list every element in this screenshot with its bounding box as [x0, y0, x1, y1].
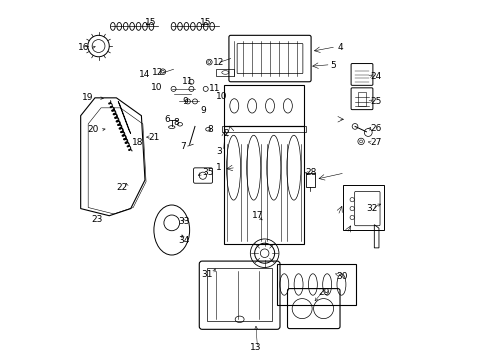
Text: 20: 20: [87, 126, 98, 135]
Text: 33: 33: [178, 217, 190, 226]
Text: 8: 8: [207, 126, 213, 135]
Text: 8: 8: [173, 118, 179, 127]
Text: 11: 11: [182, 77, 193, 86]
Text: 22: 22: [116, 183, 127, 192]
Text: 29: 29: [318, 288, 329, 297]
Text: 10: 10: [217, 91, 228, 100]
Text: 12: 12: [213, 58, 224, 67]
Text: 25: 25: [370, 97, 381, 106]
Bar: [222, 126, 306, 132]
Text: 24: 24: [370, 72, 381, 81]
Text: 32: 32: [366, 204, 377, 213]
Bar: [223, 85, 304, 126]
Text: 26: 26: [370, 124, 381, 133]
Text: 5: 5: [331, 61, 337, 70]
Text: 18: 18: [132, 138, 143, 147]
Text: 15: 15: [200, 18, 212, 27]
Text: 3: 3: [216, 147, 222, 156]
Text: 7: 7: [180, 141, 186, 150]
Text: 19: 19: [82, 93, 93, 102]
Bar: [306, 173, 315, 187]
Text: 16: 16: [78, 43, 90, 52]
Text: 27: 27: [370, 138, 381, 147]
Bar: [358, 93, 366, 106]
Text: 13: 13: [250, 343, 262, 352]
Bar: [223, 126, 304, 244]
Text: 9: 9: [200, 106, 206, 115]
Text: 23: 23: [91, 215, 102, 224]
Text: 11: 11: [209, 84, 221, 93]
Bar: [343, 185, 384, 230]
Text: 12: 12: [151, 68, 163, 77]
Text: 10: 10: [151, 83, 163, 92]
Text: 34: 34: [178, 236, 190, 245]
Text: 28: 28: [306, 168, 317, 177]
Text: 30: 30: [336, 272, 347, 281]
Text: 21: 21: [148, 132, 160, 141]
Bar: [277, 264, 356, 305]
Text: 4: 4: [338, 43, 343, 52]
Bar: [207, 267, 272, 321]
Bar: [217, 68, 234, 76]
Text: 17: 17: [252, 211, 263, 220]
Text: 31: 31: [201, 270, 213, 279]
Text: 1: 1: [216, 163, 222, 172]
Text: 14: 14: [139, 70, 150, 79]
Text: 35: 35: [202, 168, 214, 177]
Text: 9: 9: [182, 97, 188, 106]
Text: 15: 15: [145, 18, 156, 27]
Text: 6: 6: [164, 115, 170, 124]
Text: 2: 2: [223, 129, 229, 138]
